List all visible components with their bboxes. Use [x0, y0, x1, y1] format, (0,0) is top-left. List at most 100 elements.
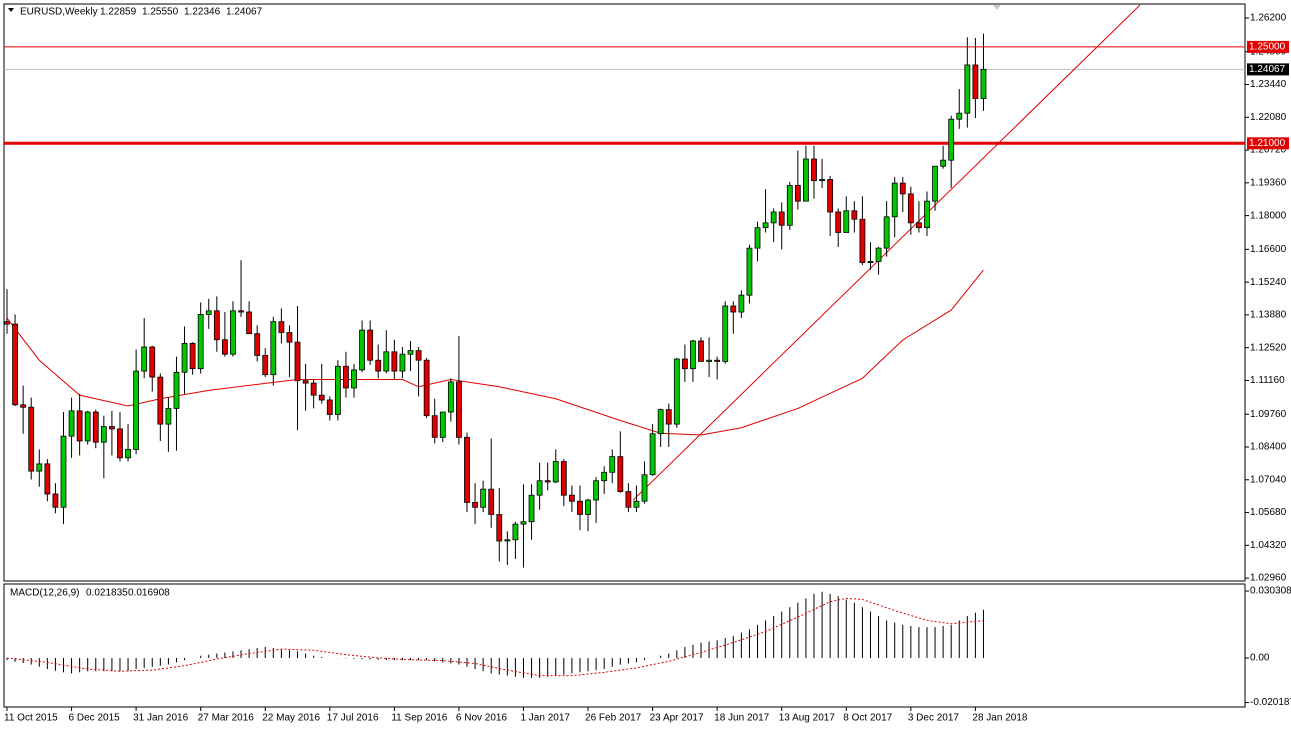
- candle-body: [859, 218, 866, 264]
- candle-body: [673, 358, 680, 425]
- candle-body: [391, 351, 398, 372]
- macd-signal: [6, 597, 984, 677]
- candle-body: [641, 474, 648, 502]
- candle-body: [577, 500, 583, 515]
- y-tick-label: 1.04320: [1250, 540, 1287, 551]
- y-tick-label: 1.09760: [1250, 409, 1287, 420]
- candle-body: [698, 340, 704, 362]
- candle-body: [278, 321, 285, 333]
- header-open: 1.22859: [100, 7, 137, 18]
- level-label: 1.24067: [1249, 64, 1286, 75]
- macd-panel-frame: [3, 583, 1246, 708]
- candle-body: [4, 321, 10, 325]
- macd-y-tick-label: 0.030308: [1250, 586, 1291, 597]
- candle-body: [302, 380, 309, 384]
- x-tick-label: 18 Jun 2017: [714, 713, 769, 724]
- candle-body: [722, 305, 729, 362]
- candle-body: [221, 339, 228, 355]
- macd-value: 0.021835: [86, 588, 128, 599]
- candle-body: [738, 294, 745, 313]
- macd-title: MACD(12,26,9): [10, 588, 79, 599]
- level-label: 1.25000: [1249, 42, 1286, 53]
- candle-body: [383, 351, 390, 372]
- candle-body: [714, 359, 721, 362]
- candle-body: [359, 329, 365, 371]
- candle-body: [609, 456, 616, 473]
- shift-marker: [993, 5, 1001, 10]
- candle-body: [899, 182, 906, 195]
- candle-body: [835, 211, 842, 233]
- candle-body: [746, 247, 753, 296]
- candle-body: [456, 381, 462, 438]
- candle-body: [980, 68, 987, 99]
- candle-body: [213, 310, 220, 341]
- x-tick-label: 26 Feb 2017: [585, 713, 642, 724]
- candle-body: [778, 211, 785, 226]
- candle-body: [544, 480, 551, 483]
- candle-body: [117, 428, 123, 459]
- candle-body: [552, 461, 559, 483]
- menu-arrow: [8, 8, 14, 12]
- candle-body: [100, 426, 107, 443]
- candle-body: [20, 404, 27, 408]
- candle-body: [690, 340, 696, 370]
- candle-body: [92, 411, 99, 443]
- x-tick-label: 6 Nov 2016: [456, 713, 508, 724]
- candle-body: [924, 200, 930, 229]
- candle-body: [528, 494, 535, 523]
- candle-body: [44, 463, 51, 495]
- main-panel-frame: [3, 3, 1246, 582]
- y-tick-label: 1.05680: [1250, 507, 1287, 518]
- candle-body: [883, 216, 890, 249]
- candle-body: [439, 411, 446, 438]
- candle-body: [423, 359, 430, 417]
- candle-body: [205, 310, 212, 315]
- candle-body: [472, 502, 478, 508]
- header-low: 1.22346: [184, 7, 221, 18]
- candle-body: [601, 471, 608, 482]
- candle-body: [593, 480, 600, 501]
- candle-body: [585, 499, 591, 515]
- candle-body: [230, 310, 236, 355]
- candle-body: [12, 323, 18, 406]
- candle-body: [399, 353, 406, 372]
- candle-body: [286, 332, 293, 343]
- level-box: [1247, 63, 1289, 76]
- candle-body: [867, 261, 874, 264]
- candle-body: [254, 333, 261, 356]
- y-tick-label: 1.08400: [1250, 442, 1287, 453]
- candle-body: [907, 193, 914, 224]
- candle-body: [367, 329, 374, 361]
- y-tick-label: 1.13880: [1250, 310, 1287, 321]
- candle-body: [173, 371, 180, 409]
- candle-body: [657, 409, 664, 435]
- candle-body: [972, 64, 979, 99]
- x-tick-label: 8 Oct 2017: [843, 713, 892, 724]
- x-tick-label: 17 Jul 2016: [327, 713, 379, 724]
- candle-body: [512, 523, 519, 541]
- candle-body: [786, 185, 793, 226]
- candle-body: [827, 179, 834, 213]
- x-tick-label: 23 Apr 2017: [650, 713, 704, 724]
- candle-body: [262, 355, 269, 376]
- candle-body: [770, 211, 777, 224]
- candle-body: [520, 521, 527, 525]
- candle-body: [464, 436, 470, 503]
- candle-body: [803, 158, 809, 202]
- candle-body: [480, 488, 487, 508]
- y-tick-label: 1.16600: [1250, 244, 1287, 255]
- candle-body: [633, 500, 640, 508]
- candle-body: [617, 456, 624, 492]
- x-tick-label: 31 Jan 2016: [133, 713, 188, 724]
- candle-body: [407, 350, 414, 355]
- candle-body: [133, 370, 140, 450]
- candle-body: [875, 247, 882, 262]
- candle-body: [157, 376, 164, 425]
- candle-body: [504, 539, 511, 542]
- candle-body: [141, 346, 148, 372]
- candle-body: [851, 210, 858, 220]
- x-tick-label: 11 Sep 2016: [391, 713, 447, 724]
- candle-body: [649, 433, 656, 476]
- candle-body: [681, 358, 688, 370]
